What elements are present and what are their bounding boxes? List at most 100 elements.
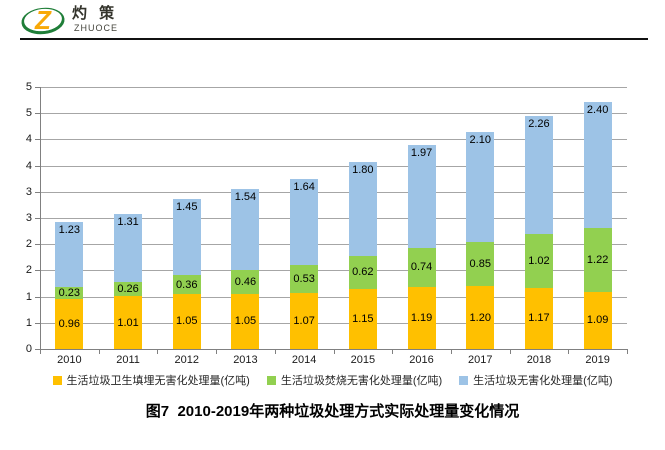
bar-segment: 1.01 bbox=[114, 296, 143, 349]
data-label: 2.40 bbox=[586, 104, 609, 117]
y-axis-line bbox=[40, 87, 41, 350]
bar-segment: 1.54 bbox=[231, 189, 260, 270]
bar-segment: 1.15 bbox=[348, 288, 377, 349]
data-label: 1.64 bbox=[293, 181, 315, 194]
data-label: 0.36 bbox=[176, 278, 198, 291]
bar-segment: 0.26 bbox=[114, 282, 143, 297]
x-tick bbox=[392, 350, 394, 354]
legend-item: 生活垃圾焚烧无害化处理量(亿吨) bbox=[266, 372, 443, 388]
data-label: 0.53 bbox=[293, 273, 315, 286]
data-label: 1.31 bbox=[117, 215, 139, 228]
x-tick bbox=[450, 350, 452, 354]
y-axis-label: 2 bbox=[25, 264, 32, 277]
gridline bbox=[40, 191, 627, 193]
bar-segment: 0.53 bbox=[290, 265, 319, 293]
gridline bbox=[40, 165, 627, 167]
x-tick bbox=[98, 350, 100, 354]
bar-segment: 1.97 bbox=[407, 144, 436, 248]
x-axis-label: 2014 bbox=[291, 354, 317, 366]
legend-swatch-icon bbox=[52, 375, 62, 385]
y-tick bbox=[35, 244, 40, 246]
bar-segment: 1.64 bbox=[290, 179, 319, 266]
data-label: 0.23 bbox=[58, 286, 81, 299]
logo-monogram: Z bbox=[34, 5, 52, 35]
bar-segment: 1.05 bbox=[172, 293, 201, 349]
x-tick bbox=[333, 350, 335, 354]
x-axis-label: 2018 bbox=[526, 354, 552, 366]
x-axis-label: 2010 bbox=[57, 354, 82, 366]
bar-segment: 0.62 bbox=[348, 256, 377, 289]
bar-segment: 0.23 bbox=[55, 286, 84, 299]
data-label: 0.85 bbox=[469, 257, 491, 270]
x-axis-label: 2015 bbox=[350, 354, 376, 366]
y-axis-label: 4 bbox=[25, 159, 32, 172]
x-axis-label: 2013 bbox=[233, 354, 258, 366]
logo-ellipse-fill bbox=[24, 8, 62, 32]
bar-segment: 1.22 bbox=[583, 227, 612, 292]
bar-segment: 1.31 bbox=[114, 213, 143, 283]
y-tick bbox=[35, 165, 40, 167]
x-tick bbox=[568, 350, 570, 354]
data-label: 1.23 bbox=[58, 224, 81, 237]
stacked-bar-chart: 0.96 0.23 1.23 1.01 0.26 1.31 1.05 0.36 1.45 1.05… bbox=[0, 60, 665, 390]
x-tick bbox=[509, 350, 511, 354]
x-tick bbox=[627, 350, 628, 354]
data-label: 1.54 bbox=[234, 191, 257, 204]
y-axis-label: 5 bbox=[25, 107, 32, 120]
data-label: 1.05 bbox=[234, 315, 257, 328]
x-axis-label: 2019 bbox=[585, 354, 610, 366]
bar-segment: 1.05 bbox=[231, 293, 260, 349]
gridline bbox=[40, 322, 627, 324]
data-label: 1.45 bbox=[176, 201, 198, 214]
y-tick bbox=[35, 270, 40, 272]
legend-item: 生活垃圾卫生填埋无害化处理量(亿吨) bbox=[52, 372, 250, 388]
y-axis-label: 2 bbox=[25, 238, 32, 251]
y-tick bbox=[35, 322, 40, 324]
gridline bbox=[40, 139, 627, 141]
x-axis-label: 2012 bbox=[174, 354, 199, 366]
y-axis-label: 1 bbox=[25, 290, 32, 303]
chart-legend: 生活垃圾卫生填埋无害化处理量(亿吨) 生活垃圾焚烧无害化处理量(亿吨) 生活垃圾无害… bbox=[0, 372, 665, 388]
data-label: 1.09 bbox=[586, 314, 609, 327]
legend-swatch-icon bbox=[459, 375, 469, 385]
bar-segment: 0.46 bbox=[231, 269, 260, 294]
gridline bbox=[40, 270, 627, 272]
bar-segment: 1.02 bbox=[524, 234, 553, 288]
bar-segment: 2.10 bbox=[466, 131, 495, 242]
data-label: 1.19 bbox=[410, 311, 433, 324]
data-label: 2.10 bbox=[469, 133, 491, 146]
gridline bbox=[40, 244, 627, 246]
x-axis-line bbox=[40, 349, 628, 350]
figure-caption: 图7 2010-2019年两种垃圾处理方式实际处理量变化情况 bbox=[145, 403, 520, 420]
y-tick bbox=[35, 113, 40, 115]
x-tick bbox=[216, 350, 218, 354]
logo-brand-cn: 灼 策 bbox=[72, 4, 118, 22]
bar-segment: 1.45 bbox=[172, 199, 201, 276]
legend-label: 生活垃圾焚烧无害化处理量(亿吨) bbox=[280, 375, 443, 387]
data-label: 0.74 bbox=[410, 261, 433, 274]
bar-segment: 1.19 bbox=[407, 286, 436, 349]
bar-segment: 1.09 bbox=[583, 291, 612, 349]
data-label: 2.26 bbox=[528, 117, 550, 130]
data-label: 1.22 bbox=[586, 253, 609, 266]
y-axis-label: 1 bbox=[25, 316, 32, 329]
data-label: 1.15 bbox=[352, 312, 374, 325]
data-label: 1.17 bbox=[528, 312, 550, 325]
y-tick bbox=[35, 87, 40, 88]
y-axis-label: 4 bbox=[25, 133, 32, 146]
data-label: 1.80 bbox=[352, 163, 374, 176]
y-axis-label: 3 bbox=[25, 185, 32, 198]
bar-segment: 0.36 bbox=[172, 275, 201, 294]
x-tick bbox=[40, 350, 41, 354]
legend-swatch-icon bbox=[266, 375, 276, 385]
y-axis-label: 3 bbox=[25, 212, 32, 224]
data-label: 0.62 bbox=[352, 266, 374, 279]
header-divider bbox=[20, 38, 648, 40]
data-label: 1.07 bbox=[293, 314, 315, 327]
x-tick bbox=[157, 350, 159, 354]
data-label: 0.96 bbox=[58, 317, 81, 330]
bar-segment: 1.07 bbox=[290, 292, 319, 349]
legend-label: 生活垃圾卫生填埋无害化处理量(亿吨) bbox=[66, 375, 250, 387]
x-tick bbox=[274, 350, 276, 354]
